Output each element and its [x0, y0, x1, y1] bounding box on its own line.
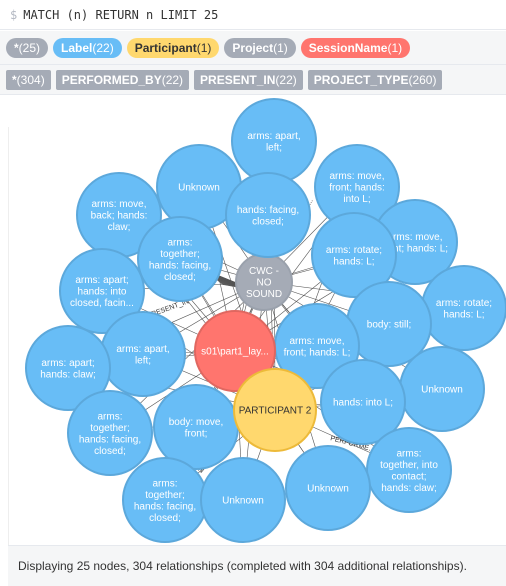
session-node[interactable]: s01\part1_lay... — [194, 310, 276, 392]
label-node[interactable]: hands: facing,closed; — [225, 172, 311, 258]
node-caption: right; hands: L; — [382, 243, 448, 254]
rel-tag-project-type[interactable]: PROJECT_TYPE(260) — [307, 69, 443, 90]
node-caption: arms: move, — [387, 232, 442, 243]
node-caption: arms: — [168, 237, 193, 248]
node-caption: closed, facin... — [70, 298, 134, 309]
label-node[interactable]: Unknown — [285, 445, 371, 531]
node-caption: arms: apart, — [247, 131, 300, 142]
node-caption: arms: move, — [91, 199, 146, 210]
label-node[interactable]: body: move,front; — [153, 384, 239, 470]
query-text[interactable]: MATCH (n) RETURN n LIMIT 25 — [23, 7, 219, 22]
node-caption: closed; — [94, 446, 126, 457]
rel-tag-present-in[interactable]: PRESENT_IN(22) — [194, 69, 303, 90]
node-caption: arms: move, — [329, 171, 384, 182]
node-caption: arms: apart, — [116, 344, 169, 355]
node-caption: Unknown — [421, 385, 463, 396]
rel-tag-all[interactable]: *(304) — [6, 69, 51, 90]
node-caption: left; — [135, 355, 151, 366]
node-caption: SOUND — [246, 289, 282, 300]
label-node[interactable]: arms: move,front; hands:into L; — [314, 144, 400, 230]
node-caption: hands: L; — [333, 256, 374, 267]
label-pill-sessionname[interactable]: SessionName(1) — [300, 37, 411, 58]
node-caption: CWC - — [249, 266, 279, 277]
label-node[interactable]: hands: into L; — [320, 359, 406, 445]
node-caption: closed; — [149, 513, 181, 524]
node-caption: together; — [160, 249, 199, 260]
node-caption: contact; — [391, 471, 426, 482]
rel-tag-performed-by[interactable]: PERFORMED_BY(22) — [55, 69, 190, 90]
label-node[interactable]: arms: apart;hands: claw; — [25, 325, 111, 411]
node-caption: together, into — [380, 460, 438, 471]
status-text: Displaying 25 nodes, 304 relationships (… — [18, 559, 467, 573]
label-node[interactable]: arms: rotate;hands: L; — [311, 212, 397, 298]
node-caption: hands: into L; — [333, 398, 393, 409]
node-caption: arms: — [397, 448, 422, 459]
node-caption: hands: facing, — [149, 260, 211, 271]
relationship-types-bar: *(304) PERFORMED_BY(22) PRESENT_IN(22) P… — [0, 65, 506, 95]
label-pill-project[interactable]: Project(1) — [224, 37, 296, 58]
label-node[interactable]: arms:together;hands: facing,closed; — [137, 216, 223, 302]
node-caption: hands: into — [78, 287, 127, 298]
node-caption: body: still; — [367, 320, 411, 331]
node-labels-bar: *(25) Label(22) Participant(1) Project(1… — [0, 31, 506, 65]
label-node[interactable]: arms: move,front; hands: L; — [274, 303, 360, 389]
node-caption: hands: claw; — [40, 369, 96, 380]
node-caption: claw; — [108, 222, 131, 233]
node-caption: hands: facing, — [237, 205, 299, 216]
node-caption: back; hands: — [91, 211, 148, 222]
label-pill-all[interactable]: *(25) — [6, 37, 49, 58]
node-caption: front; hands: L; — [284, 347, 351, 358]
node-caption: left; — [266, 142, 282, 153]
node-caption: front; — [185, 428, 208, 439]
node-caption: hands: facing, — [79, 434, 141, 445]
node-caption: hands: facing, — [134, 501, 196, 512]
node-caption: hands: L; — [443, 309, 484, 320]
status-bar: Displaying 25 nodes, 304 relationships (… — [8, 545, 506, 586]
node-caption: Unknown — [222, 496, 264, 507]
node-caption: arms: rotate; — [326, 245, 382, 256]
label-node[interactable]: arms: apart,left; — [231, 98, 317, 184]
node-caption: Unknown — [307, 484, 349, 495]
node-caption: arms: rotate; — [436, 298, 492, 309]
label-pill-participant[interactable]: Participant(1) — [126, 37, 220, 58]
node-caption: closed; — [164, 272, 196, 283]
node-caption: hands: claw; — [381, 483, 437, 494]
node-caption: arms: — [153, 478, 178, 489]
node-caption: arms: apart; — [75, 275, 128, 286]
node-caption: Unknown — [178, 183, 220, 194]
label-node[interactable]: arms:together;hands: facing,closed; — [122, 457, 208, 543]
label-node[interactable]: Unknown — [399, 346, 485, 432]
node-caption: s01\part1_lay... — [201, 347, 269, 358]
query-bar[interactable]: $ MATCH (n) RETURN n LIMIT 25 — [0, 0, 506, 30]
node-caption: PARTICIPANT 2 — [239, 406, 312, 417]
node-caption: into L; — [343, 194, 370, 205]
node-caption: arms: move, — [289, 336, 344, 347]
label-node[interactable]: arms: rotate;hands: L; — [421, 265, 506, 351]
node-caption: arms: — [98, 411, 123, 422]
node-caption: NO — [257, 278, 272, 289]
label-pill-label[interactable]: Label(22) — [53, 37, 122, 58]
participant-node[interactable]: PARTICIPANT 2 — [233, 368, 317, 452]
label-node[interactable]: arms:together;hands: facing,closed; — [67, 390, 153, 476]
node-caption: front; hands: — [329, 183, 385, 194]
node-caption: arms: apart; — [41, 358, 94, 369]
node-caption: body: move, — [169, 417, 223, 428]
label-node[interactable]: arms: apart,left; — [100, 311, 186, 397]
node-caption: together; — [90, 423, 129, 434]
node-caption: closed; — [252, 216, 284, 227]
node-caption: together; — [145, 490, 184, 501]
label-node[interactable]: Unknown — [200, 457, 286, 543]
prompt-symbol: $ — [10, 7, 18, 22]
